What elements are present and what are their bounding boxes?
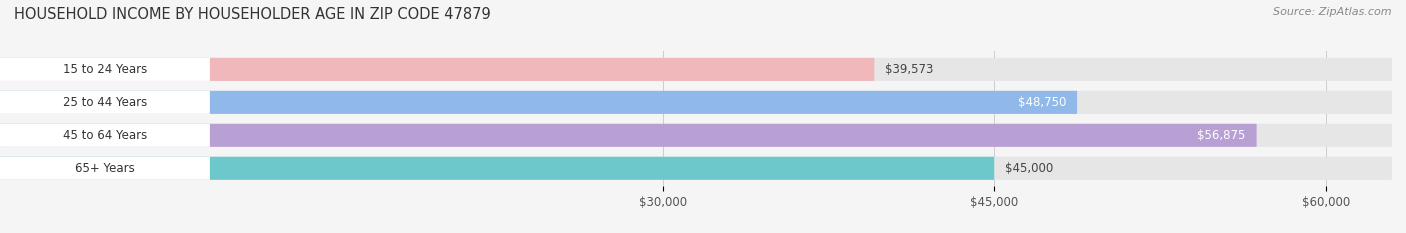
FancyBboxPatch shape [0,58,209,81]
FancyBboxPatch shape [0,58,1392,81]
FancyBboxPatch shape [0,124,1392,147]
Text: 65+ Years: 65+ Years [75,162,135,175]
FancyBboxPatch shape [0,124,209,147]
Text: $45,000: $45,000 [1005,162,1053,175]
Text: 25 to 44 Years: 25 to 44 Years [63,96,148,109]
FancyBboxPatch shape [0,157,994,180]
FancyBboxPatch shape [0,91,1077,114]
Text: Source: ZipAtlas.com: Source: ZipAtlas.com [1274,7,1392,17]
FancyBboxPatch shape [0,157,209,180]
Text: 45 to 64 Years: 45 to 64 Years [63,129,148,142]
FancyBboxPatch shape [0,157,1392,180]
Text: HOUSEHOLD INCOME BY HOUSEHOLDER AGE IN ZIP CODE 47879: HOUSEHOLD INCOME BY HOUSEHOLDER AGE IN Z… [14,7,491,22]
Text: $56,875: $56,875 [1197,129,1246,142]
FancyBboxPatch shape [0,124,1257,147]
FancyBboxPatch shape [0,91,1392,114]
Text: $39,573: $39,573 [886,63,934,76]
Text: $48,750: $48,750 [1018,96,1066,109]
FancyBboxPatch shape [0,58,875,81]
FancyBboxPatch shape [0,91,209,114]
Text: 15 to 24 Years: 15 to 24 Years [63,63,148,76]
